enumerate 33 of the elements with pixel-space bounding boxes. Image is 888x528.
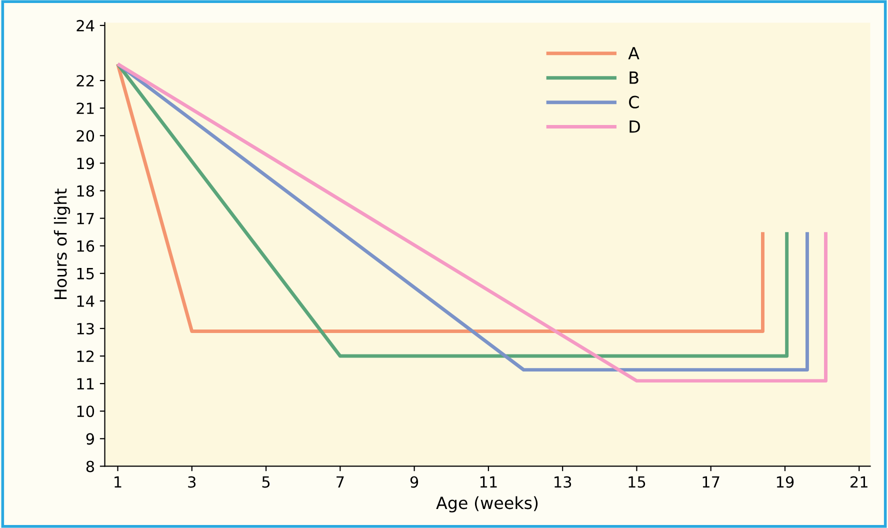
x-tick-label: 3 (188, 476, 196, 488)
x-tick-label: 7 (336, 476, 344, 488)
legend-label: A (628, 47, 640, 60)
x-tick-label: 15 (628, 476, 646, 488)
legend-label: D (630, 120, 640, 133)
x-tick-label: 17 (702, 476, 720, 488)
x-tick-label: 13 (554, 476, 572, 488)
x-tick-label: 9 (410, 476, 418, 488)
y-tick-label: 19 (77, 158, 94, 170)
y-tick-label: 9 (86, 433, 94, 445)
y-tick-label: 22 (76, 75, 94, 86)
y-tick-label: 24 (76, 20, 94, 32)
y-axis-title: Hours of light (54, 188, 70, 300)
x-tick-label: 19 (776, 476, 794, 488)
x-tick-label: 1 (114, 476, 122, 488)
y-tick-label: 12 (77, 350, 94, 362)
y-tick-label: 8 (86, 460, 94, 472)
y-tick-label: 10 (77, 406, 94, 418)
y-tick-label: 15 (77, 268, 94, 280)
x-tick-label: 11 (480, 476, 497, 488)
legend-label: C (629, 96, 639, 108)
y-tick-label: 18 (77, 185, 94, 197)
y-tick-label: 14 (77, 296, 94, 307)
x-axis-title: Age (weeks) (436, 496, 538, 512)
legend-label: B (630, 72, 638, 84)
y-tick-label: 11 (77, 378, 94, 390)
y-tick-label: 20 (76, 130, 94, 142)
y-tick-label: 16 (77, 240, 94, 252)
x-tick-label: 5 (262, 476, 270, 488)
y-tick-label: 21 (76, 102, 94, 114)
y-tick-label: 13 (77, 322, 94, 335)
y-tick-label: 17 (77, 212, 94, 224)
x-tick-label: 21 (850, 476, 868, 488)
